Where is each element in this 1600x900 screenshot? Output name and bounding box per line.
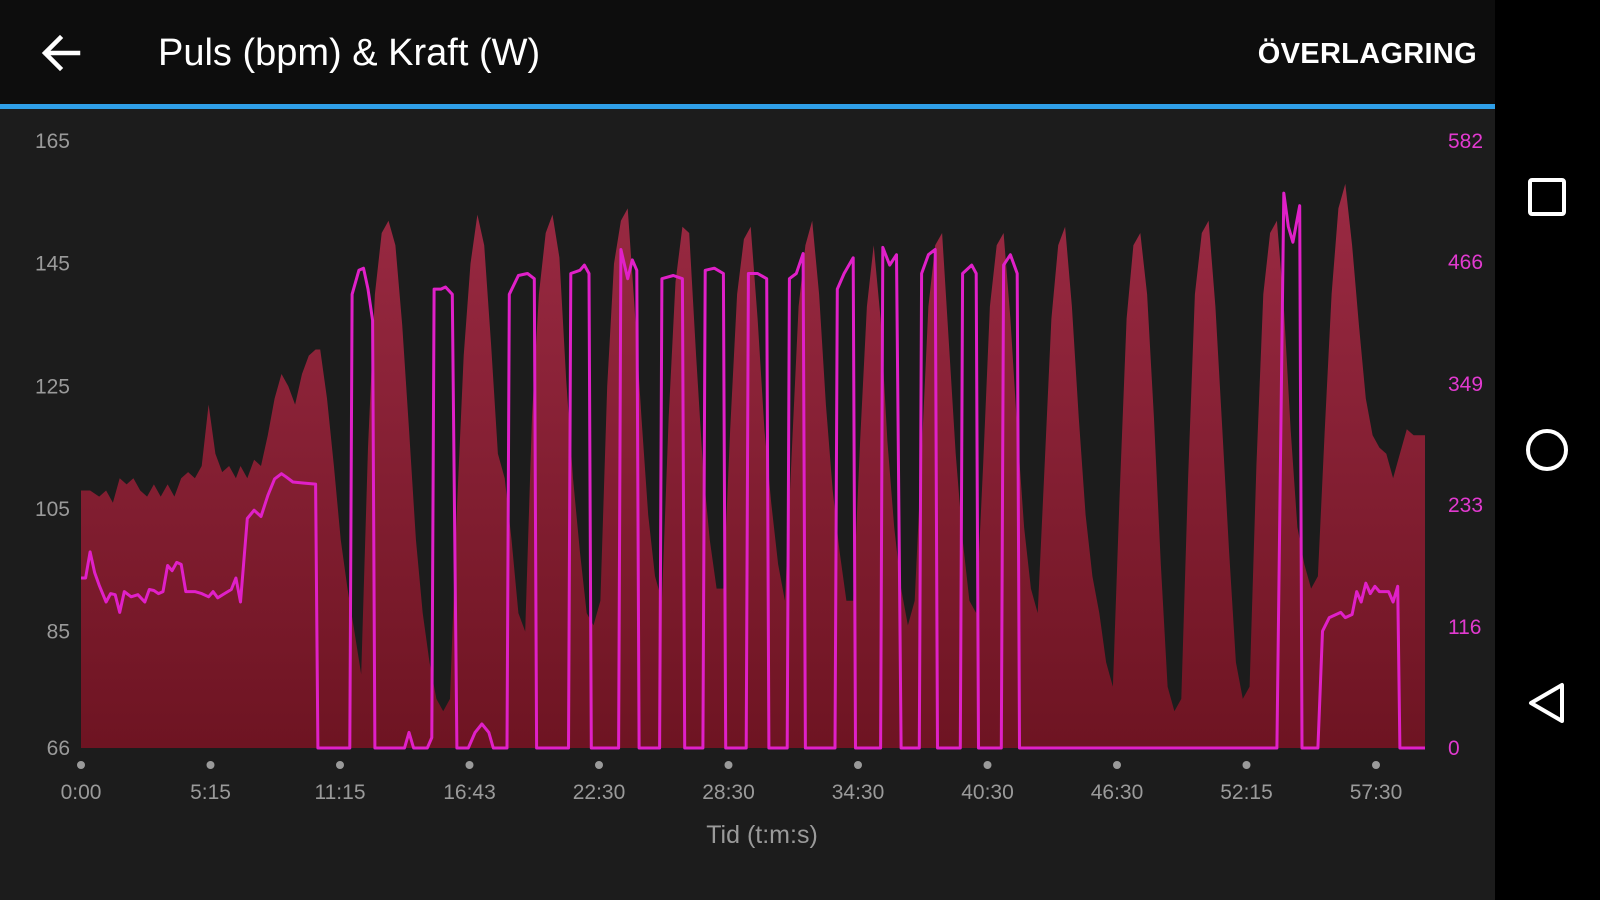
x-axis-tick-dot	[1113, 761, 1121, 769]
arrow-left-icon	[41, 34, 81, 72]
activity-chart-screen: Puls (bpm) & Kraft (W) ÖVERLAGRING 165 14…	[0, 0, 1495, 900]
x-axis-tick-dot	[595, 761, 603, 769]
x-axis-title: Tid (t:m:s)	[706, 821, 818, 849]
heart-rate-area	[81, 183, 1425, 748]
square-icon	[1528, 178, 1566, 216]
left-axis-tick-label: 125	[35, 375, 70, 398]
x-axis-tick-label: 5:15	[190, 781, 231, 804]
x-axis-tick-label: 40:30	[961, 781, 1014, 804]
left-axis-tick-label: 66	[47, 737, 70, 760]
power-line-series	[81, 191, 1425, 750]
system-back-button[interactable]	[1507, 663, 1587, 743]
triangle-back-icon	[1529, 683, 1564, 723]
x-axis-tick-dot	[854, 761, 862, 769]
chart-container[interactable]: 165 145 125 105 85 66 582 466 349 233 116 0 0:00 5:…	[0, 109, 1495, 900]
right-axis: 582 466 349 233 116 0	[1448, 130, 1483, 760]
left-axis-tick-label: 105	[35, 498, 70, 521]
recents-button[interactable]	[1507, 157, 1587, 237]
x-axis-tick-label: 16:43	[443, 781, 496, 804]
x-axis: 0:00 5:15 11:15 16:43 22:30 28:30 34:30 40:30 46…	[61, 761, 1403, 804]
x-axis-tick-label: 22:30	[573, 781, 626, 804]
x-axis-tick-dot	[77, 761, 85, 769]
heart-rate-area-series	[81, 183, 1425, 748]
circle-icon	[1526, 429, 1568, 471]
x-axis-tick-dot	[1372, 761, 1380, 769]
x-axis-tick-dot	[336, 761, 344, 769]
x-axis-tick-label: 34:30	[832, 781, 885, 804]
x-axis-tick-dot	[465, 761, 474, 769]
home-button[interactable]	[1507, 410, 1587, 490]
x-axis-tick-label: 52:15	[1220, 781, 1273, 804]
right-axis-tick-label: 0	[1448, 737, 1460, 760]
right-axis-tick-label: 466	[1448, 251, 1483, 274]
x-axis-tick-label: 0:00	[61, 781, 102, 804]
left-axis-tick-label: 145	[35, 253, 70, 276]
page-title: Puls (bpm) & Kraft (W)	[158, 32, 541, 74]
x-axis-tick-label: 57:30	[1350, 781, 1403, 804]
right-axis-tick-label: 233	[1448, 494, 1483, 517]
power-line	[81, 191, 1425, 750]
right-axis-tick-label: 349	[1448, 373, 1483, 396]
x-axis-tick-label: 28:30	[702, 781, 755, 804]
app-bar: Puls (bpm) & Kraft (W) ÖVERLAGRING	[0, 0, 1495, 104]
left-axis-tick-label: 85	[47, 621, 70, 644]
back-button[interactable]	[26, 22, 96, 84]
x-axis-tick-label: 46:30	[1091, 781, 1144, 804]
system-navigation-bar	[1495, 0, 1600, 900]
accent-divider	[0, 104, 1495, 109]
x-axis-tick-dot	[206, 761, 215, 769]
overlay-button[interactable]: ÖVERLAGRING	[1257, 38, 1477, 70]
heart-rate-power-chart[interactable]: 165 145 125 105 85 66 582 466 349 233 116 0 0:00 5:…	[0, 109, 1495, 900]
x-axis-tick-label: 11:15	[315, 781, 366, 804]
x-axis-tick-dot	[983, 761, 992, 769]
x-axis-tick-dot	[724, 761, 733, 769]
right-axis-tick-label: 116	[1448, 616, 1481, 639]
right-axis-tick-label: 582	[1448, 130, 1483, 153]
left-axis: 165 145 125 105 85 66	[35, 130, 70, 760]
x-axis-tick-dot	[1242, 761, 1251, 769]
left-axis-tick-label: 165	[35, 130, 70, 153]
